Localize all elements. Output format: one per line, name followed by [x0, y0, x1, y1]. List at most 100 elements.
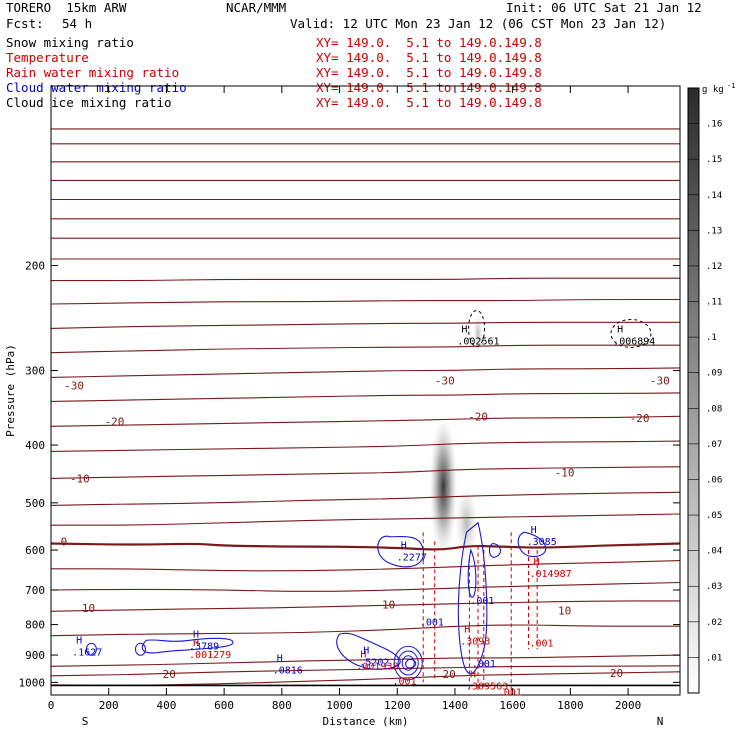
cloud-water-contour-0 — [457, 521, 488, 675]
temperature-contour-15 — [51, 344, 680, 354]
cloud-water-contour-5 — [336, 632, 401, 670]
maximum-value-3: .0816 — [273, 666, 303, 677]
maximum-mark-18: H — [617, 324, 623, 335]
temperature-contour-12 — [51, 415, 680, 427]
valid-time: Valid: 12 UTC Mon 23 Jan 12 (06 CST Mon … — [290, 16, 667, 31]
legend-name-3: Cloud water mixing ratio — [6, 80, 187, 95]
y-axis-title: Pressure (hPa) — [4, 344, 17, 437]
legend-name-2: Rain water mixing ratio — [6, 65, 180, 80]
ice-contour-1 — [610, 318, 652, 348]
colorbar-tick-label-12: .13 — [706, 226, 722, 236]
ice-shading — [473, 313, 484, 354]
colorbar-tick-label-15: .16 — [706, 120, 722, 130]
legend-xy-0: XY= 149.0. 5.1 to 149.0.149.8 — [316, 35, 542, 50]
temperature-label-3: -20 — [105, 415, 125, 428]
maximum-value-16: .001 — [498, 688, 522, 699]
maximum-mark-13: H — [531, 525, 537, 536]
maximum-value-1: .3789 — [189, 641, 219, 652]
temperature-contour-13 — [51, 392, 680, 402]
legend-xy-4: XY= 149.0. 5.1 to 149.0.149.8 — [316, 95, 542, 110]
colorbar-tick-label-7: .08 — [706, 404, 722, 414]
y-tick-label-8: 1000 — [19, 676, 46, 689]
maximum-value-18: .006894 — [613, 336, 655, 347]
temperature-contour-5 — [51, 581, 680, 592]
temperature-label-0: -30 — [64, 380, 84, 393]
cloud-water-contour-2 — [377, 535, 424, 568]
temperature-contour-8 — [51, 513, 680, 526]
temperature-label-14: 20 — [610, 667, 623, 680]
temperature-contour-4 — [51, 600, 680, 612]
y-tick-label-2: 400 — [25, 439, 45, 452]
forecast-hour: 54 h — [62, 16, 93, 31]
x-tick-label-6: 1200 — [384, 699, 411, 712]
maximum-mark-14: H — [534, 557, 540, 568]
cloud-water-ring-4 — [85, 642, 97, 656]
temperature-label-7: -10 — [555, 467, 575, 480]
colorbar-tick-label-2: .03 — [706, 582, 722, 592]
colorbar-unit-exponent: -1 — [727, 82, 735, 90]
colorbar-tick-label-6: .07 — [706, 440, 722, 450]
legend-name-4: Cloud ice mixing ratio — [6, 95, 172, 110]
colorbar-tick-label-3: .04 — [706, 547, 722, 557]
y-tick-label-1: 300 — [25, 365, 45, 378]
y-tick-label-7: 900 — [25, 649, 45, 662]
colorbar-tick-label-13: .14 — [706, 191, 722, 201]
x-end-label-right: N — [657, 715, 664, 728]
forecast-label: Fcst: — [6, 16, 44, 31]
colorbar-tick-label-8: .09 — [706, 369, 722, 379]
y-tick-label-4: 600 — [25, 544, 45, 557]
cloud-water-ring-0 — [401, 655, 415, 671]
cloud-water-contour-7 — [488, 542, 502, 558]
maximum-mark-7: H — [464, 625, 470, 636]
temperature-label-10: 10 — [382, 598, 395, 611]
cloud-water-contour-3 — [517, 531, 547, 558]
maximum-value-2: .001279 — [189, 650, 231, 661]
temperature-label-4: -20 — [468, 410, 488, 423]
temperature-label-2: -30 — [650, 375, 670, 388]
maximum-mark-3: H — [277, 654, 283, 665]
org-title: NCAR/MMM — [226, 0, 287, 15]
maximum-value-0: .1627 — [72, 647, 102, 658]
y-tick-label-3: 500 — [25, 497, 45, 510]
colorbar-tick-label-10: .11 — [706, 298, 722, 308]
x-tick-label-2: 400 — [156, 699, 176, 712]
cloud-water-contour-1 — [467, 548, 477, 598]
legend-xy-3: XY= 149.0. 5.1 to 149.0.149.8 — [316, 80, 542, 95]
maximum-value-6: .001 — [392, 676, 416, 687]
colorbar-tick-label-1: .02 — [706, 618, 722, 628]
maximum-mark-5: H — [360, 650, 366, 661]
cloud-water-ring-2 — [393, 645, 423, 681]
colorbar-tick-label-4: .05 — [706, 511, 722, 521]
temperature-label-6: -10 — [70, 472, 90, 485]
init-time: Init: 06 UTC Sat 21 Jan 12 — [506, 0, 702, 15]
temperature-contour-9 — [51, 491, 680, 506]
model-title: TORERO 15km ARW — [6, 0, 127, 15]
temperature-contour-14 — [51, 367, 680, 378]
x-tick-label-1: 200 — [99, 699, 119, 712]
maximum-mark-4: H — [363, 645, 369, 656]
cloud-water-contour-4 — [141, 637, 234, 654]
maximum-value-13: .3085 — [527, 537, 557, 548]
cloud-water-ring-1 — [397, 650, 419, 676]
x-tick-label-4: 800 — [272, 699, 292, 712]
x-tick-label-8: 1600 — [499, 699, 526, 712]
maximum-mark-12: H — [401, 540, 407, 551]
colorbar-scale — [687, 87, 700, 694]
temperature-label-13: 20 — [443, 668, 456, 681]
temperature-contour-16 — [51, 321, 680, 329]
maximum-value-12: .2277 — [397, 552, 427, 563]
colorbar-unit: g kg — [702, 85, 724, 95]
y-tick-label-6: 800 — [25, 619, 45, 632]
maximum-value-7: .3093 — [460, 637, 490, 648]
colorbar-tick-label-0: .01 — [706, 653, 722, 663]
legend-name-0: Snow mixing ratio — [6, 35, 134, 50]
maximum-value-14: .014987 — [530, 569, 572, 580]
maximum-mark-0: H — [76, 635, 82, 646]
temperature-label-1: -30 — [435, 375, 455, 388]
legend-xy-1: XY= 149.0. 5.1 to 149.0.149.8 — [316, 50, 542, 65]
maximum-value-8: .309563 — [466, 682, 508, 693]
maximum-value-5: .001938 — [356, 662, 398, 673]
maximum-value-9: .001 — [472, 659, 496, 670]
maximum-value-11: .001 — [470, 596, 494, 607]
